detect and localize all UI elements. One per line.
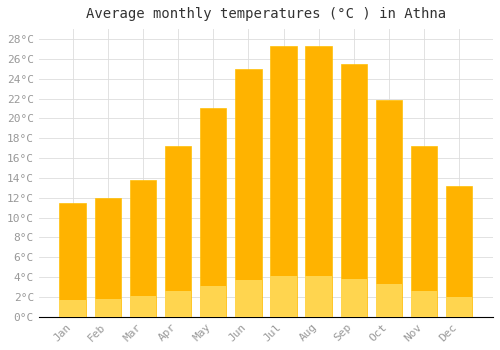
Bar [94, 299, 121, 317]
Bar [235, 280, 262, 317]
Bar [165, 291, 191, 317]
Bar [446, 186, 472, 317]
Bar [235, 69, 262, 317]
Bar [376, 100, 402, 317]
Bar [60, 300, 86, 317]
Bar [130, 180, 156, 317]
Bar [130, 296, 156, 317]
Bar [200, 108, 226, 317]
Bar [200, 286, 226, 317]
Bar [165, 146, 191, 317]
Bar [270, 46, 296, 317]
Bar [411, 291, 438, 317]
Bar [94, 198, 121, 317]
Title: Average monthly temperatures (°C ) in Athna: Average monthly temperatures (°C ) in At… [86, 7, 446, 21]
Bar [411, 146, 438, 317]
Bar [340, 279, 367, 317]
Bar [306, 46, 332, 317]
Bar [376, 284, 402, 317]
Bar [446, 297, 472, 317]
Bar [306, 276, 332, 317]
Bar [60, 203, 86, 317]
Bar [270, 276, 296, 317]
Bar [340, 64, 367, 317]
